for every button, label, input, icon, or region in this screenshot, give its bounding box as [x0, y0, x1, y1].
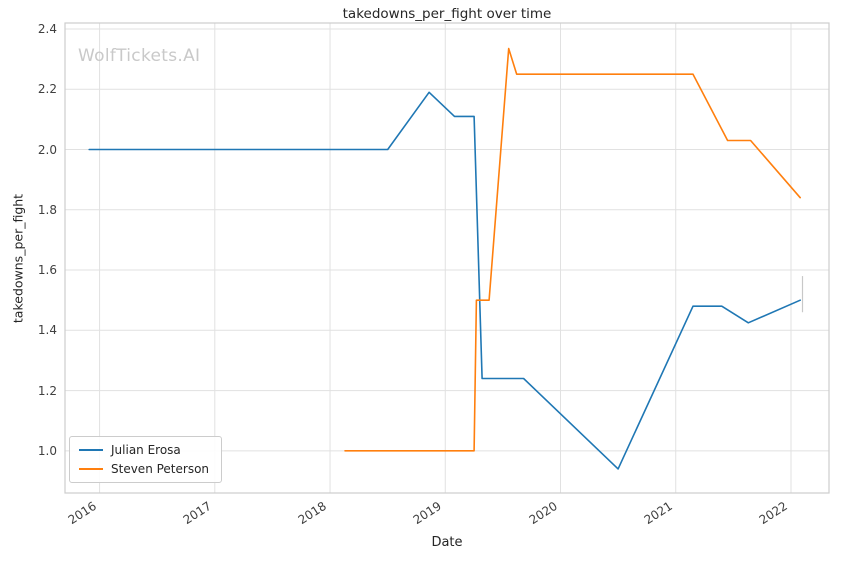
y-tick-label: 1.6	[37, 263, 57, 278]
x-axis-label: Date	[431, 535, 463, 550]
legend-label: Steven Peterson	[111, 462, 210, 476]
watermark: WolfTickets.AI	[78, 46, 201, 66]
y-tick-label: 1.0	[37, 443, 57, 458]
legend-item: Steven Peterson	[79, 462, 209, 476]
series-line-julian-erosa	[88, 91, 802, 470]
legend: Julian Erosa Steven Peterson	[69, 436, 223, 483]
y-tick-label: 1.2	[37, 383, 57, 398]
y-tick-label: 1.8	[37, 202, 57, 217]
legend-line-swatch	[79, 449, 103, 451]
legend-line-swatch	[79, 468, 103, 470]
plot-background	[65, 23, 829, 493]
legend-item: Julian Erosa	[79, 443, 209, 457]
chart-title: takedowns_per_fight over time	[342, 6, 552, 22]
plot-border	[64, 22, 830, 494]
series-line-steven-peterson	[344, 47, 802, 452]
y-tick-label: 2.2	[37, 82, 57, 97]
y-tick-label: 2.4	[37, 22, 57, 37]
legend-label: Julian Erosa	[111, 443, 181, 457]
y-tick-label: 1.4	[37, 323, 57, 338]
y-tick-label: 2.0	[37, 142, 57, 157]
